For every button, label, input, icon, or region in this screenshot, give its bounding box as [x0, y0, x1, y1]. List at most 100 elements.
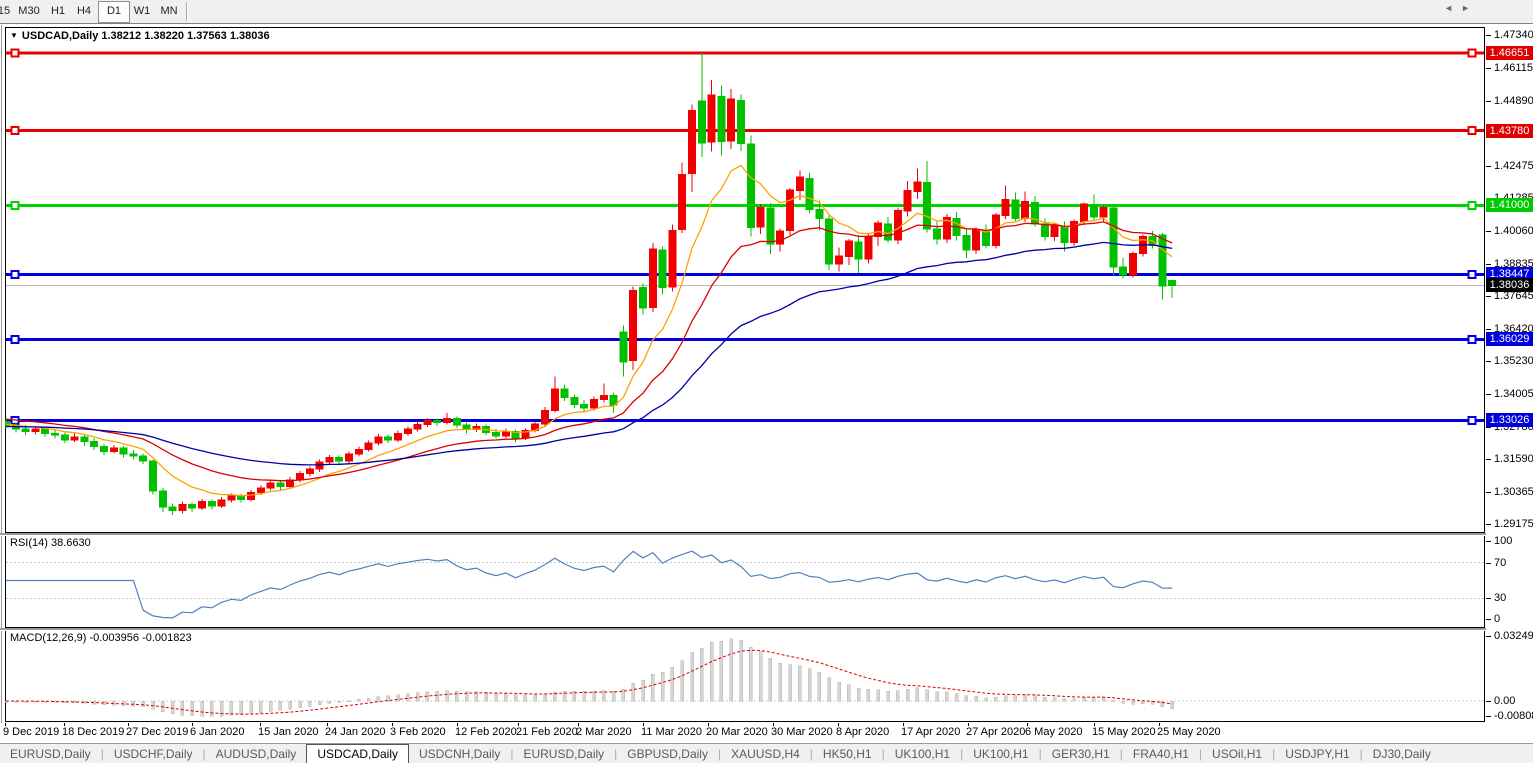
candle-body [1099, 207, 1108, 218]
chart-tab-audusd-daily[interactable]: AUDUSD,Daily [215, 746, 297, 761]
chart-tab-bar: EURUSD,Daily | USDCHF,Daily | AUDUSD,Daily US… [0, 743, 1533, 763]
line-anchor-handle[interactable] [1467, 48, 1477, 58]
line-anchor-handle[interactable] [1467, 269, 1477, 279]
chart-tab-fra40-h1[interactable]: FRA40,H1 [1132, 746, 1189, 761]
line-anchor-handle[interactable] [10, 334, 20, 344]
axis-tick-mark [1486, 67, 1491, 69]
candle-body [1119, 266, 1128, 276]
chart-tab-usdcad-daily[interactable]: USDCAD,Daily [306, 744, 409, 763]
macd-histogram-bar [1052, 697, 1057, 702]
candle-body [168, 506, 177, 512]
price-tick-label: 1.44890 [1494, 94, 1533, 107]
candle-body [217, 499, 226, 507]
chart-title-text: USDCAD,Daily 1.38212 1.38220 1.37563 1.3… [21, 30, 270, 42]
line-anchor-handle[interactable] [10, 48, 20, 58]
candle-body [795, 176, 804, 192]
axis-tick-mark [1486, 230, 1491, 232]
macd-frame [5, 630, 1485, 722]
macd-histogram-bar [239, 700, 243, 716]
macd-tick-label: 0.032493 [1494, 630, 1533, 642]
tab-separator: | [1119, 747, 1123, 761]
rsi-panel[interactable] [5, 535, 1485, 628]
chart-tab-dj30-daily[interactable]: DJ30,Daily [1372, 746, 1431, 761]
candle-body [423, 420, 432, 425]
timeframe-button-m30[interactable]: M30 [18, 5, 40, 17]
macd-histogram-bar [396, 694, 400, 702]
tab-scroll-left-icon[interactable]: ◄ [1444, 3, 1462, 13]
price-axis[interactable]: 1.473401.461151.448901.424751.412851.400… [1486, 27, 1533, 723]
date-label: 20 Mar 2020 [706, 726, 768, 738]
macd-histogram-bar [219, 700, 224, 717]
macd-histogram-bar [494, 693, 498, 702]
main-price-chart[interactable] [5, 27, 1485, 533]
chart-menu-icon[interactable]: ▼ [10, 31, 18, 40]
price-tick-label: 1.37645 [1494, 289, 1533, 302]
axis-tick-mark [1486, 524, 1491, 526]
macd-histogram-bar [317, 700, 322, 705]
axis-tick-mark [1486, 492, 1491, 494]
timeframe-button-d1[interactable]: D1 [98, 1, 130, 23]
candle-body [472, 426, 481, 431]
candle-body [805, 178, 814, 211]
macd-histogram-bar [200, 700, 204, 717]
line-anchor-handle[interactable] [10, 200, 20, 210]
macd-histogram-bar [1072, 698, 1076, 702]
timeframe-button-h4[interactable]: H4 [76, 5, 92, 17]
chart-tab-gbpusd-daily[interactable]: GBPUSD,Daily [627, 746, 708, 761]
panel-separator[interactable] [0, 628, 1533, 631]
macd-histogram-bar [523, 694, 528, 702]
line-anchor-handle[interactable] [1467, 415, 1477, 425]
chart-tab-uk100-h1[interactable]: UK100,H1 [973, 746, 1029, 761]
line-anchor-handle[interactable] [10, 126, 20, 136]
date-label: 11 Mar 2020 [641, 726, 702, 738]
chart-tab-usdchf-daily[interactable]: USDCHF,Daily [113, 746, 193, 761]
tab-scroll-right-icon[interactable]: ► [1461, 3, 1478, 13]
date-tick-mark [192, 723, 193, 726]
line-anchor-handle[interactable] [1467, 126, 1477, 136]
chart-tab-xauusd-h4[interactable]: XAUUSD,H4 [731, 746, 800, 761]
chart-tab-eurusd-daily[interactable]: EURUSD,Daily [523, 746, 605, 761]
macd-histogram-bar [190, 700, 194, 717]
macd-panel[interactable] [5, 630, 1485, 722]
price-level-badge: 1.43780 [1486, 123, 1533, 138]
macd-histogram-bar [817, 671, 822, 702]
chart-tab-usoil-h1[interactable]: USOil,H1 [1212, 746, 1263, 761]
macd-histogram-bar [464, 691, 469, 702]
candle-body [139, 455, 148, 462]
macd-signal-line [6, 649, 1173, 715]
chart-tab-usdjpy-h1[interactable]: USDJPY,H1 [1285, 746, 1350, 761]
window-divider [0, 23, 1533, 25]
candle-body [1050, 225, 1059, 237]
macd-histogram-bar [994, 696, 998, 702]
line-anchor-handle[interactable] [1467, 334, 1477, 344]
chart-tab-hk50-h1[interactable]: HK50,H1 [822, 746, 872, 761]
macd-histogram-bar [455, 690, 459, 702]
date-label: 8 Apr 2020 [836, 726, 890, 738]
candle-body [541, 409, 549, 425]
timeframe-button-15[interactable]: 15 [0, 5, 11, 17]
window-left-frame [1, 25, 2, 763]
timeframe-button-h1[interactable]: H1 [50, 5, 66, 17]
macd-histogram-bar [886, 691, 890, 702]
tab-separator: | [614, 747, 618, 761]
line-anchor-handle[interactable] [10, 269, 20, 279]
toolbar-separator [186, 2, 188, 21]
chart-tab-usdcnh-daily[interactable]: USDCNH,Daily [419, 746, 501, 761]
macd-histogram-bar [406, 693, 410, 702]
panel-separator[interactable] [0, 533, 1533, 536]
candle-body [60, 434, 69, 441]
timeframe-button-w1[interactable]: W1 [133, 5, 151, 17]
timeframe-button-mn[interactable]: MN [160, 5, 178, 17]
candle-body [933, 228, 941, 240]
candle-body [256, 487, 265, 494]
macd-histogram-bar [582, 691, 586, 702]
date-axis[interactable]: 9 Dec 2019 18 Dec 2019 27 Dec 2019 6 Jan 20… [0, 723, 1533, 743]
line-anchor-handle[interactable] [1467, 200, 1477, 210]
chart-tab-ger30-h1[interactable]: GER30,H1 [1051, 746, 1110, 761]
macd-histogram-bar [778, 662, 782, 702]
chart-tab-eurusd-daily[interactable]: EURUSD,Daily [10, 746, 91, 761]
candle-body [325, 457, 334, 463]
candle-body [707, 94, 716, 143]
macd-histogram-bar [1141, 700, 1145, 705]
chart-tab-uk100-h1[interactable]: UK100,H1 [894, 746, 951, 761]
